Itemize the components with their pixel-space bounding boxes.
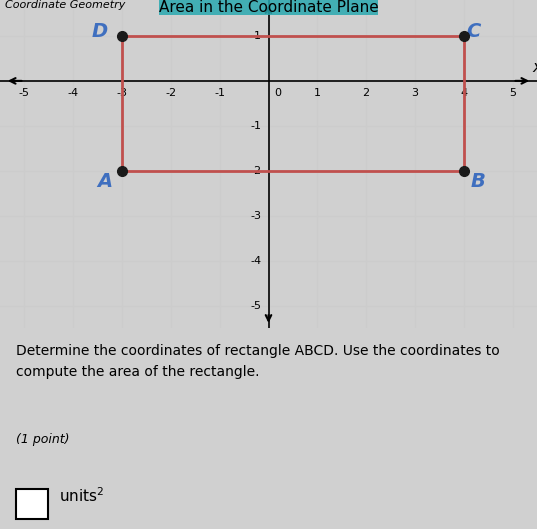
Text: B: B (471, 172, 486, 191)
Text: -5: -5 (19, 88, 30, 98)
Text: x: x (533, 60, 537, 76)
Text: 1: 1 (314, 88, 321, 98)
Text: -3: -3 (250, 211, 261, 221)
Text: -1: -1 (250, 121, 261, 131)
Text: -1: -1 (214, 88, 225, 98)
Text: -5: -5 (250, 300, 261, 311)
Text: 3: 3 (411, 88, 418, 98)
Text: -2: -2 (165, 88, 177, 98)
Text: units$^{2}$: units$^{2}$ (59, 486, 104, 505)
Text: Area in the Coordinate Plane: Area in the Coordinate Plane (158, 0, 379, 15)
Text: 4: 4 (460, 88, 467, 98)
Text: -4: -4 (68, 88, 79, 98)
Text: A: A (97, 172, 113, 191)
Text: 1: 1 (254, 31, 261, 41)
Text: -4: -4 (250, 256, 261, 266)
Text: 2: 2 (362, 88, 369, 98)
Text: Determine the coordinates of rectangle ABCD. Use the coordinates to
compute the : Determine the coordinates of rectangle A… (16, 344, 500, 379)
Text: C: C (467, 22, 481, 41)
Text: 5: 5 (509, 88, 516, 98)
Text: (1 point): (1 point) (16, 433, 70, 445)
Text: -2: -2 (250, 166, 261, 176)
Text: D: D (92, 22, 108, 41)
Text: Coordinate Geometry: Coordinate Geometry (5, 0, 126, 10)
FancyBboxPatch shape (16, 489, 48, 519)
Text: 0: 0 (274, 88, 281, 98)
Text: -3: -3 (117, 88, 128, 98)
